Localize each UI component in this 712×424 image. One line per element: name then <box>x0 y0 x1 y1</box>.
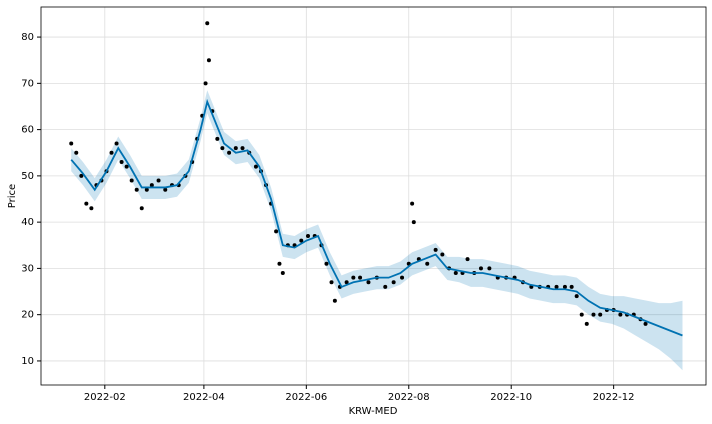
observed-point <box>206 58 211 63</box>
observed-point <box>280 271 285 276</box>
observed-point <box>144 187 149 192</box>
observed-point <box>440 252 445 257</box>
observed-point <box>205 21 210 26</box>
y-tick-label: 20 <box>21 310 34 321</box>
observed-point <box>114 141 119 146</box>
observed-point <box>74 150 79 155</box>
observed-point <box>344 280 349 285</box>
observed-point <box>89 206 94 211</box>
observed-point <box>240 146 245 151</box>
y-tick-label: 70 <box>21 78 34 89</box>
observed-point <box>163 187 168 192</box>
observed-point <box>203 81 208 86</box>
observed-point <box>351 275 356 280</box>
observed-point <box>411 220 416 225</box>
observed-point <box>274 229 279 234</box>
y-tick-label: 10 <box>21 356 34 367</box>
observed-point <box>433 247 438 252</box>
y-tick-label: 60 <box>21 125 34 136</box>
observed-point <box>562 284 567 289</box>
plot-frame <box>40 6 707 386</box>
observed-point <box>306 234 311 239</box>
observed-point <box>465 257 470 262</box>
observed-point <box>453 271 458 276</box>
observed-point <box>233 146 238 151</box>
x-tick-label: 2022-06 <box>285 392 327 403</box>
observed-point <box>569 284 574 289</box>
observed-point <box>554 284 559 289</box>
observed-point <box>220 146 225 151</box>
x-tick-label: 2022-12 <box>593 392 635 403</box>
observed-point <box>156 178 161 183</box>
observed-point <box>478 266 483 271</box>
observed-point <box>598 312 603 317</box>
observed-point <box>139 206 144 211</box>
observed-point <box>391 280 396 285</box>
x-tick-label: 2022-08 <box>388 392 430 403</box>
observed-point <box>410 201 415 206</box>
observed-point <box>109 150 114 155</box>
observed-point <box>574 294 579 299</box>
observed-point <box>591 312 596 317</box>
forecast-line <box>70 98 683 337</box>
y-tick-label: 30 <box>21 263 34 274</box>
observed-point <box>366 280 371 285</box>
observed-point <box>358 275 363 280</box>
observed-point <box>69 141 74 146</box>
observed-point <box>277 261 282 266</box>
observed-point <box>383 284 388 289</box>
y-tick-label: 50 <box>21 171 34 182</box>
y-tick-label: 40 <box>21 217 34 228</box>
observed-point <box>332 298 337 303</box>
observed-point <box>134 187 139 192</box>
observed-point <box>124 164 129 169</box>
x-axis-label: KRW-MED <box>349 406 398 417</box>
observed-point <box>299 238 304 243</box>
observed-point <box>584 321 589 326</box>
observed-point <box>215 136 220 141</box>
observed-point <box>119 159 124 164</box>
observed-point <box>643 321 648 326</box>
observed-point <box>618 312 623 317</box>
observed-point <box>149 183 154 188</box>
x-tick-label: 2022-02 <box>84 392 126 403</box>
observed-point <box>425 261 430 266</box>
observed-point <box>329 280 334 285</box>
observed-point <box>400 275 405 280</box>
observed-point <box>253 164 258 169</box>
observed-point <box>227 150 232 155</box>
x-tick-label: 2022-10 <box>490 392 532 403</box>
observed-point <box>129 178 134 183</box>
observed-point <box>79 173 84 178</box>
y-tick-label: 80 <box>21 32 34 43</box>
x-tick-label: 2022-04 <box>183 392 225 403</box>
observed-point <box>84 201 89 206</box>
observed-point <box>324 261 329 266</box>
y-axis-label: Price <box>7 184 18 208</box>
observed-point <box>487 266 492 271</box>
observed-point <box>579 312 584 317</box>
